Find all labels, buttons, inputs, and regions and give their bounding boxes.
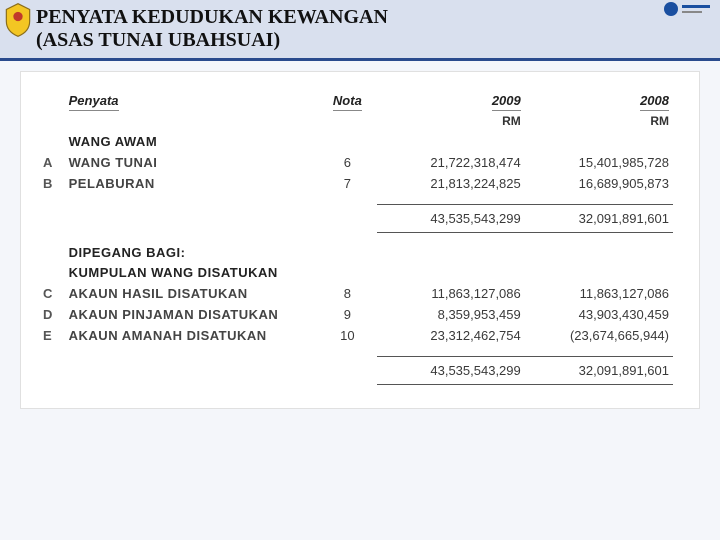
unit-row: RM RM (39, 111, 673, 131)
col-header-statement: Penyata (69, 93, 119, 111)
table-row: B PELABURAN 7 21,813,224,825 16,689,905,… (39, 173, 673, 194)
table-row: D AKAUN PINJAMAN DISATUKAN 9 8,359,953,4… (39, 304, 673, 325)
unit-prior: RM (525, 111, 673, 131)
col-header-year-prior: 2008 (640, 93, 669, 111)
section-heading-dipegang-1: DIPEGANG BAGI: (65, 242, 673, 263)
row-note: 7 (318, 173, 377, 194)
row-label: AKAUN PINJAMAN DISATUKAN (65, 304, 318, 325)
table-row: C AKAUN HASIL DISATUKAN 8 11,863,127,086… (39, 283, 673, 304)
title-banner: PENYATA KEDUDUKAN KEWANGAN (ASAS TUNAI U… (0, 0, 720, 61)
row-amount-current: 11,863,127,086 (377, 283, 525, 304)
grandtotal-prior: 32,091,891,601 (525, 356, 673, 384)
grandtotal-row: 43,535,543,299 32,091,891,601 (39, 356, 673, 384)
row-amount-prior: 16,689,905,873 (525, 173, 673, 194)
page-title-line2: (ASAS TUNAI UBAHSUAI) (36, 29, 710, 52)
row-letter: C (39, 283, 65, 304)
row-label: AKAUN HASIL DISATUKAN (65, 283, 318, 304)
row-note: 6 (318, 152, 377, 173)
row-letter: E (39, 325, 65, 346)
row-amount-prior: 11,863,127,086 (525, 283, 673, 304)
row-label: WANG TUNAI (65, 152, 318, 173)
row-note: 10 (318, 325, 377, 346)
row-amount-current: 23,312,462,754 (377, 325, 525, 346)
row-letter: A (39, 152, 65, 173)
crest-icon (4, 2, 32, 38)
statement-panel: Penyata Nota 2009 2008 RM RM WANG AWAM A… (20, 71, 700, 409)
row-amount-prior: 15,401,985,728 (525, 152, 673, 173)
column-header-row: Penyata Nota 2009 2008 (39, 90, 673, 111)
row-label: AKAUN AMANAH DISATUKAN (65, 325, 318, 346)
subtotal-row: 43,535,543,299 32,091,891,601 (39, 204, 673, 232)
row-amount-current: 21,722,318,474 (377, 152, 525, 173)
subtotal-current: 43,535,543,299 (377, 204, 525, 232)
row-letter: B (39, 173, 65, 194)
grandtotal-current: 43,535,543,299 (377, 356, 525, 384)
table-row: A WANG TUNAI 6 21,722,318,474 15,401,985… (39, 152, 673, 173)
subtotal-prior: 32,091,891,601 (525, 204, 673, 232)
row-amount-current: 21,813,224,825 (377, 173, 525, 194)
section-heading-dipegang-2: KUMPULAN WANG DISATUKAN (65, 263, 673, 283)
row-note: 8 (318, 283, 377, 304)
row-letter: D (39, 304, 65, 325)
row-note: 9 (318, 304, 377, 325)
unit-current: RM (377, 111, 525, 131)
row-amount-prior: (23,674,665,944) (525, 325, 673, 346)
page-title-line1: PENYATA KEDUDUKAN KEWANGAN (36, 6, 710, 29)
row-amount-prior: 43,903,430,459 (525, 304, 673, 325)
col-header-note: Nota (333, 93, 362, 111)
col-header-year-current: 2009 (492, 93, 521, 111)
row-label: PELABURAN (65, 173, 318, 194)
table-row: E AKAUN AMANAH DISATUKAN 10 23,312,462,7… (39, 325, 673, 346)
partner-logo (662, 0, 712, 21)
section-heading-wang-awam: WANG AWAM (65, 131, 673, 152)
row-amount-current: 8,359,953,459 (377, 304, 525, 325)
financial-statement-table: Penyata Nota 2009 2008 RM RM WANG AWAM A… (39, 90, 673, 390)
